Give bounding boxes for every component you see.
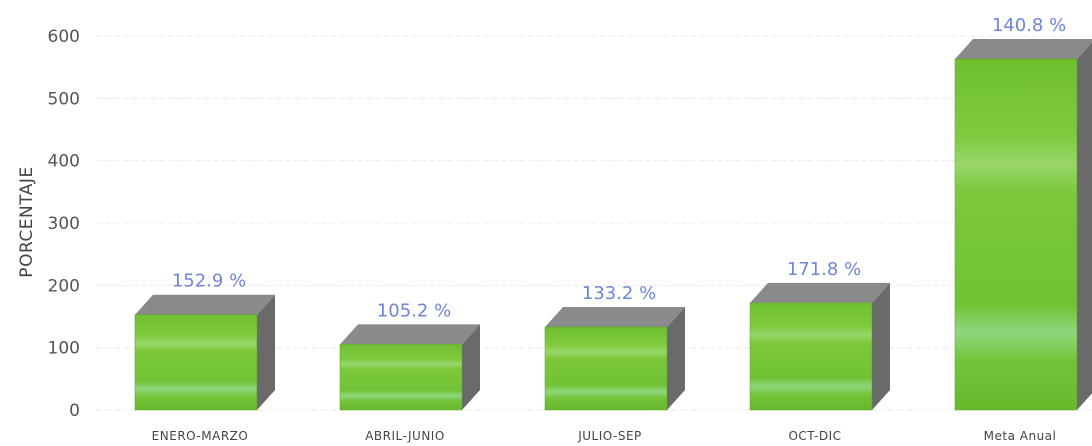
data-label: 152.9 %: [172, 271, 246, 292]
data-label: 133.2 %: [582, 283, 656, 304]
x-category-label: Meta Anual: [984, 429, 1057, 443]
bar: [339, 324, 480, 411]
bar-front: [749, 302, 873, 411]
y-tick-label: 600: [48, 27, 80, 47]
bar: [954, 39, 1092, 411]
bar-front: [134, 314, 258, 411]
bars: [134, 39, 1092, 411]
bar-top: [750, 282, 890, 303]
x-category-label: JULIO-SEP: [577, 429, 642, 443]
bar-top: [340, 324, 480, 345]
x-category-label: ABRIL-JUNIO: [365, 429, 445, 443]
data-label: 105.2 %: [377, 300, 451, 321]
bar: [134, 294, 275, 411]
y-axis-title: PORCENTAJE: [17, 166, 37, 277]
data-label: 171.8 %: [787, 259, 861, 280]
x-category-label: ENERO-MARZO: [152, 429, 249, 443]
bar-side: [667, 306, 685, 410]
bar-side: [462, 324, 480, 410]
data-labels: 152.9 % 105.2 % 133.2 % 171.8 % 140.8 %: [172, 15, 1066, 321]
y-axis-ticks: 0 100 200 300 400 500 600: [48, 27, 80, 421]
bar-side: [872, 282, 890, 410]
y-tick-label: 400: [48, 152, 80, 172]
y-tick-label: 100: [48, 339, 80, 359]
bar: [749, 282, 890, 411]
bar-top: [955, 39, 1092, 60]
bar-front: [339, 344, 463, 411]
data-label: 140.8 %: [992, 15, 1066, 36]
bar-top: [135, 294, 275, 315]
x-category-label: OCT-DIC: [788, 429, 841, 443]
y-tick-label: 500: [48, 89, 80, 109]
x-axis-categories: ENERO-MARZO ABRIL-JUNIO JULIO-SEP OCT-DIC Me…: [152, 429, 1057, 443]
bar-front: [544, 326, 668, 411]
bar-top: [545, 306, 685, 327]
y-tick-label: 200: [48, 276, 80, 296]
bar-side: [1077, 42, 1092, 410]
bar-front: [954, 58, 1078, 411]
bar: [544, 306, 685, 411]
y-tick-label: 0: [69, 401, 80, 421]
y-tick-label: 300: [48, 214, 80, 234]
bar-side: [257, 294, 275, 410]
